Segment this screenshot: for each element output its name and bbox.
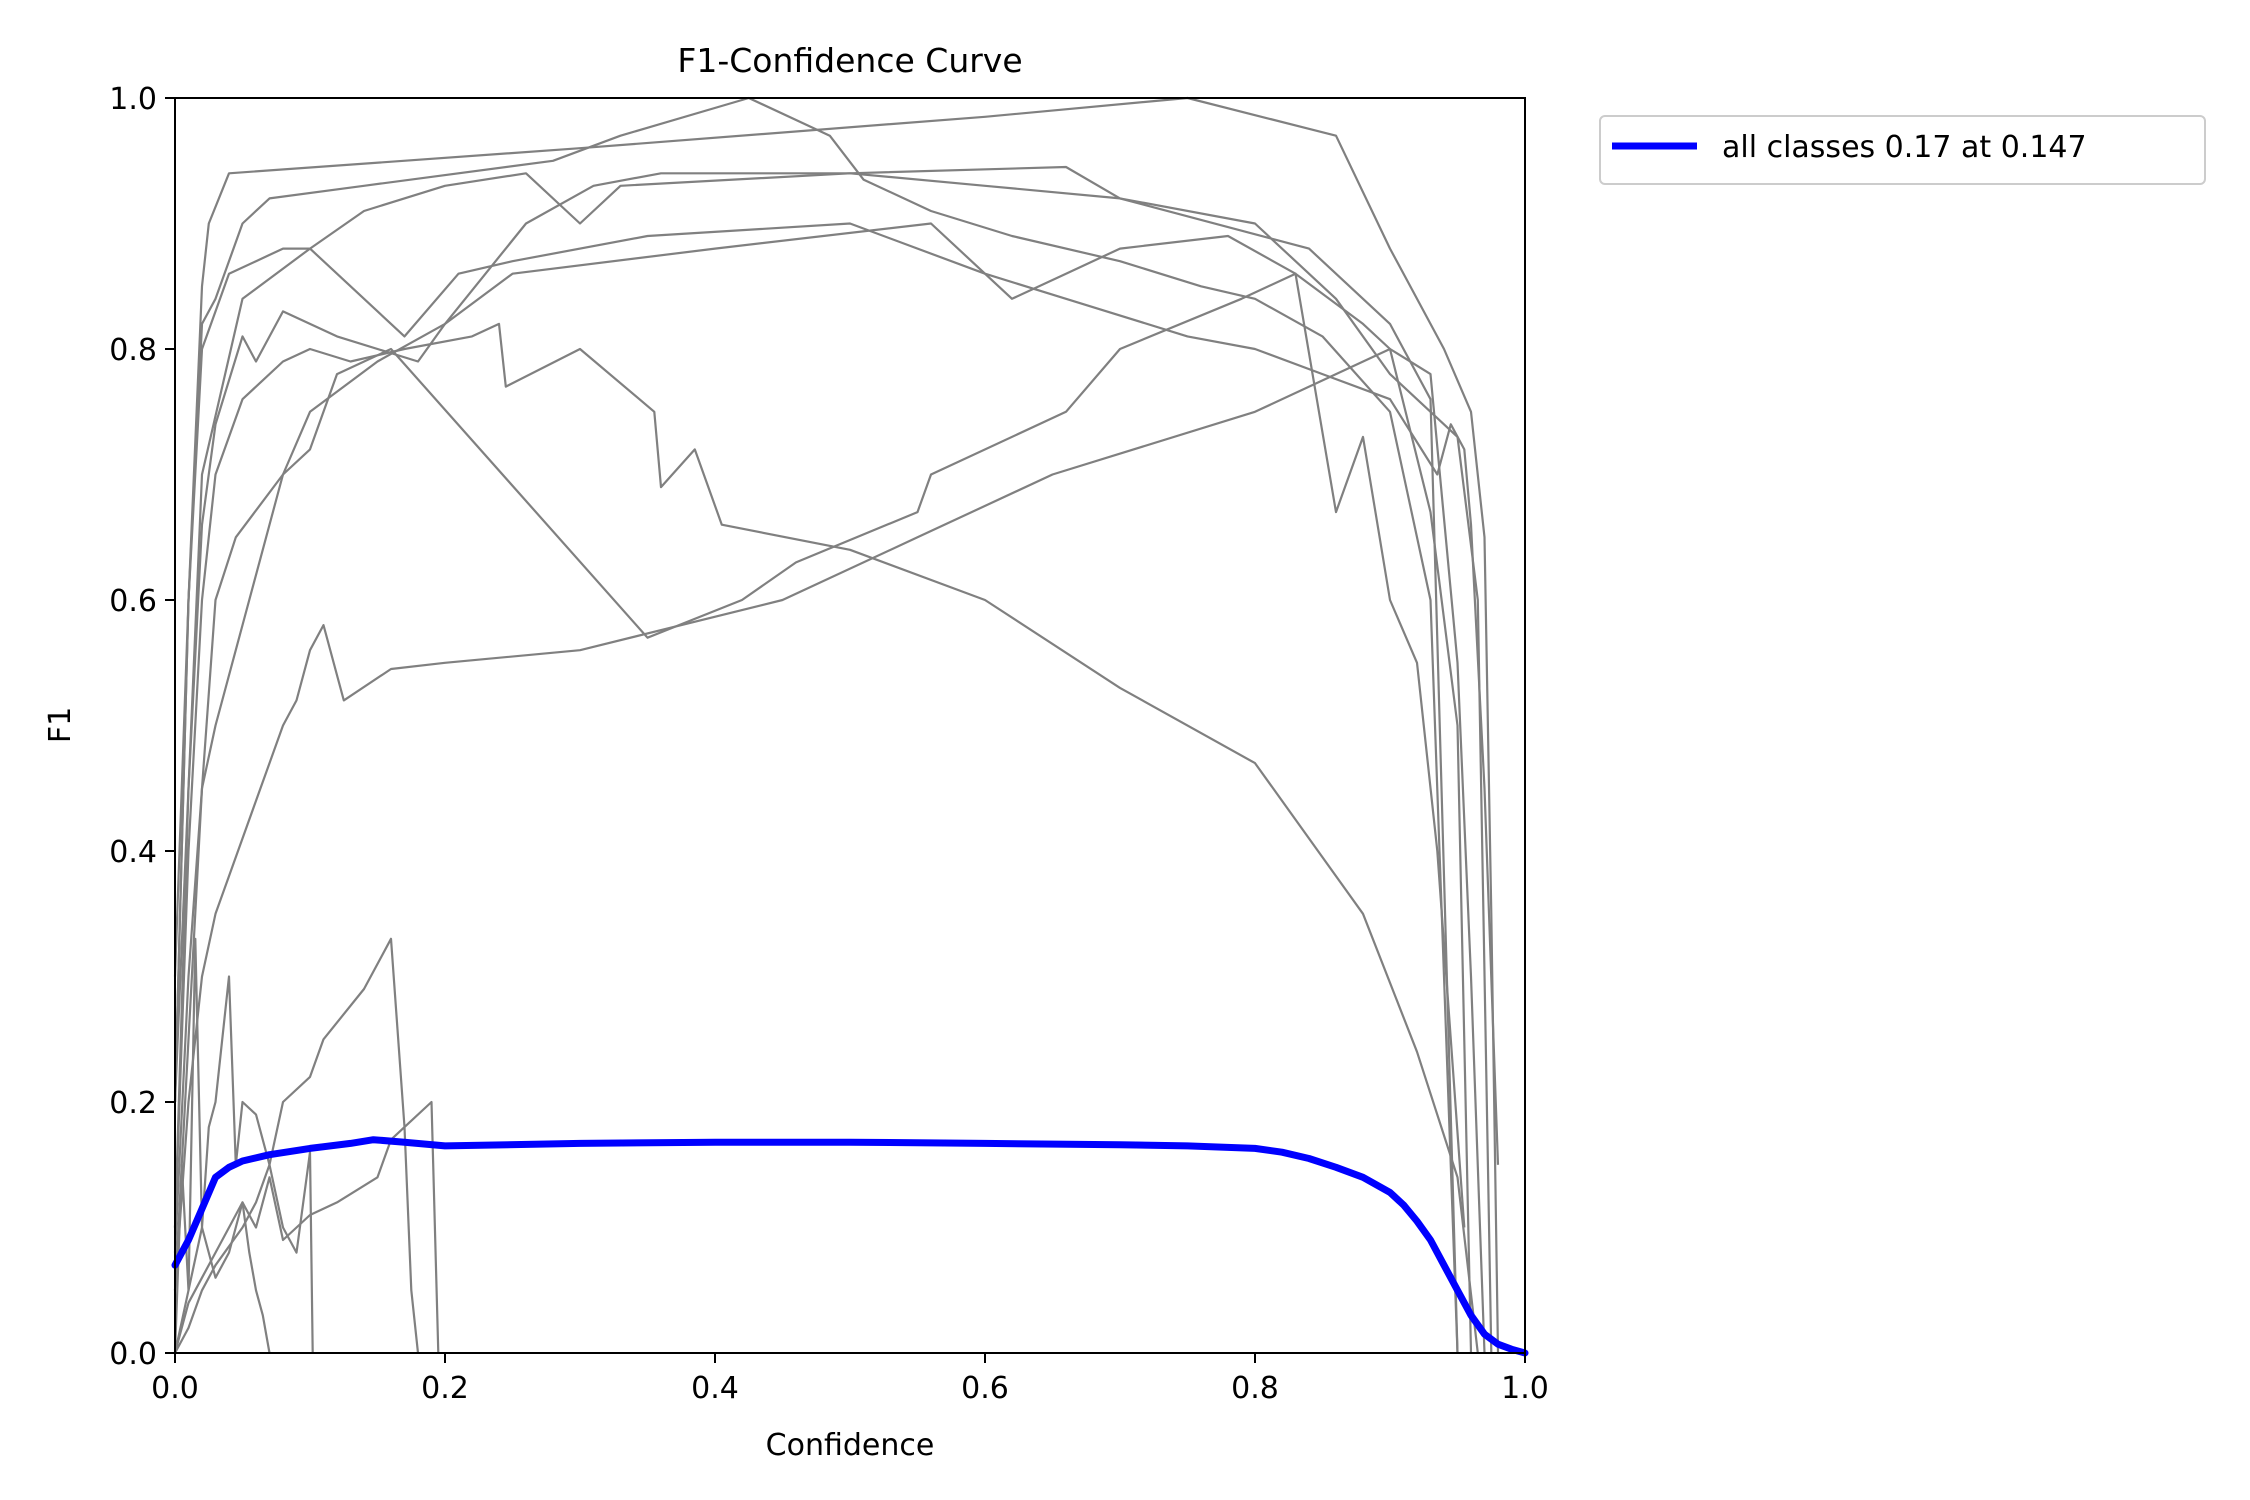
class-curve-3	[173, 222, 1500, 1165]
y-tick-label: 0.8	[109, 333, 157, 368]
class-curve-10	[173, 1100, 440, 1354]
plot-frame	[174, 97, 1526, 1354]
x-axis-label: Confidence	[766, 1428, 935, 1463]
class-curve-11	[173, 1201, 271, 1354]
y-axis-ticks: 0.0 0.2 0.4 0.6 0.8 1.0	[109, 82, 175, 1372]
x-tick-label: 0.0	[151, 1371, 199, 1406]
class-curve-2	[173, 165, 1459, 1354]
y-tick-label: 0.0	[109, 1337, 157, 1372]
class-curve-9	[173, 937, 420, 1354]
class-curve-7	[173, 347, 1486, 1354]
class-curve-4	[173, 222, 1473, 1354]
main-series	[171, 1136, 1529, 1357]
class-curve-1	[173, 96, 1459, 1354]
class-curve-6	[173, 272, 1466, 1253]
legend-label-all-classes: all classes 0.17 at 0.147	[1722, 130, 2087, 165]
x-tick-label: 0.8	[1231, 1371, 1279, 1406]
x-tick-label: 0.6	[961, 1371, 1009, 1406]
class-curve-8	[173, 172, 1493, 1354]
x-tick-label: 1.0	[1501, 1371, 1549, 1406]
y-tick-label: 0.4	[109, 835, 157, 870]
y-tick-label: 0.6	[109, 584, 157, 619]
x-tick-label: 0.4	[691, 1371, 739, 1406]
x-tick-label: 0.2	[421, 1371, 469, 1406]
y-tick-label: 1.0	[109, 82, 157, 117]
y-axis-label: F1	[43, 707, 78, 743]
legend-box	[1599, 115, 2206, 185]
y-tick-label: 0.2	[109, 1086, 157, 1121]
chart-title: F1-Confidence Curve	[677, 41, 1022, 80]
legend: all classes 0.17 at 0.147	[1599, 115, 2206, 185]
x-axis-ticks: 0.0 0.2 0.4 0.6 0.8 1.0	[151, 1353, 1549, 1406]
class-curve-5	[173, 322, 1479, 1354]
class-curves	[173, 96, 1500, 1354]
series-line-all-classes	[171, 1136, 1529, 1357]
class-curve-12	[174, 1151, 314, 1354]
